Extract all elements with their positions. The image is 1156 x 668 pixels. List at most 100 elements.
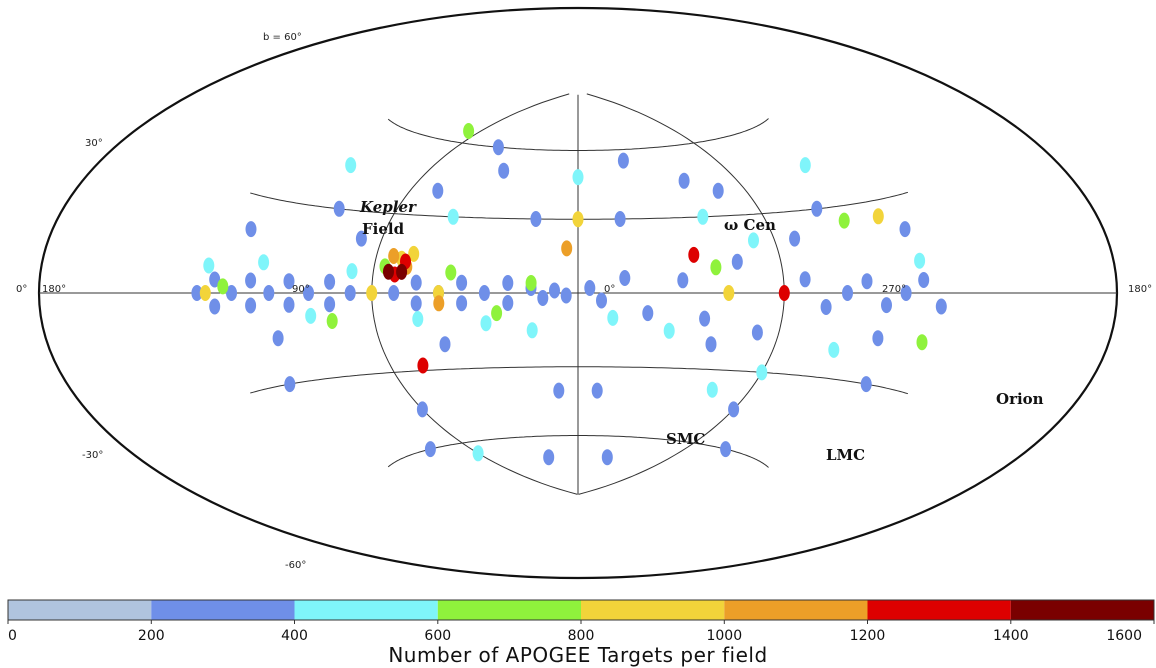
lat-label-60: b = 60° xyxy=(263,32,302,43)
field-point-0-50 xyxy=(416,401,428,418)
colorbar-bin-1 xyxy=(151,600,295,620)
lon-label-270: 270° xyxy=(882,284,906,295)
field-point-5-0 xyxy=(688,246,700,263)
field-point-1-15 xyxy=(472,445,484,462)
field-point-1-19 xyxy=(706,381,718,398)
field-point-0-36 xyxy=(842,285,853,301)
field-point-2-7 xyxy=(838,212,850,229)
field-markers xyxy=(191,123,947,466)
field-point-0-41 xyxy=(935,298,947,315)
field-point-0-28 xyxy=(619,270,631,286)
field-point-0-26 xyxy=(584,280,596,296)
field-point-0-58 xyxy=(355,230,367,247)
field-point-0-56 xyxy=(245,221,257,238)
field-point-0-6 xyxy=(263,285,275,301)
lon-label-180-right: 180° xyxy=(1128,284,1152,295)
colorbar-bin-6 xyxy=(867,600,1011,620)
field-point-0-55 xyxy=(601,449,613,466)
lon-label-90: 90° xyxy=(292,284,310,295)
field-point-0-1 xyxy=(209,271,221,288)
field-point-1-12 xyxy=(697,208,709,225)
field-point-0-29 xyxy=(642,305,654,322)
field-point-1-13 xyxy=(345,157,357,174)
field-point-0-24 xyxy=(549,282,560,299)
field-point-0-17 xyxy=(456,274,468,291)
field-point-5-3 xyxy=(417,357,429,374)
field-point-3-0 xyxy=(199,285,211,301)
field-point-2-9 xyxy=(463,123,475,139)
field-point-0-49 xyxy=(860,376,872,393)
field-point-0-52 xyxy=(424,441,436,458)
field-point-0-67 xyxy=(712,182,724,199)
field-point-0-40 xyxy=(918,272,930,288)
field-point-0-0 xyxy=(191,285,203,301)
colorbar-bin-4 xyxy=(581,600,725,620)
region-label-smc: SMC xyxy=(666,430,705,448)
field-point-0-68 xyxy=(553,382,565,399)
colorbar-tick-label-1: 200 xyxy=(138,628,165,644)
field-point-0-5 xyxy=(245,297,257,314)
field-point-0-44 xyxy=(492,139,504,156)
field-point-0-59 xyxy=(789,230,801,247)
field-point-0-25 xyxy=(560,287,572,304)
field-point-0-12 xyxy=(344,285,356,301)
field-point-0-3 xyxy=(226,285,237,301)
field-point-0-33 xyxy=(751,324,763,341)
field-point-0-10 xyxy=(324,273,336,290)
field-point-0-30 xyxy=(677,272,689,289)
parallel-60 xyxy=(387,118,769,151)
field-point-2-1 xyxy=(326,313,338,329)
field-point-0-69 xyxy=(591,382,603,399)
field-point-4-1 xyxy=(433,295,445,312)
field-point-1-4 xyxy=(412,311,424,327)
field-point-2-3 xyxy=(445,264,457,281)
field-point-0-46 xyxy=(333,200,345,217)
field-point-0-14 xyxy=(410,274,422,291)
field-point-0-61 xyxy=(872,330,884,347)
field-point-1-8 xyxy=(748,232,759,249)
field-point-4-3 xyxy=(388,248,400,264)
field-point-0-4 xyxy=(245,272,257,289)
field-point-0-8 xyxy=(283,296,295,313)
field-point-5-1 xyxy=(778,285,790,301)
field-point-0-32 xyxy=(731,253,743,270)
field-point-2-0 xyxy=(217,278,229,295)
field-point-1-10 xyxy=(914,252,926,269)
region-label-orion: Orion xyxy=(996,390,1044,408)
field-point-0-66 xyxy=(432,182,444,199)
field-point-0-65 xyxy=(614,211,626,227)
colorbar-bin-7 xyxy=(1010,600,1155,620)
field-point-0-42 xyxy=(617,152,629,169)
field-point-1-3 xyxy=(346,263,358,280)
colorbar-bin-2 xyxy=(294,600,438,620)
field-point-0-62 xyxy=(439,336,451,353)
field-point-1-14 xyxy=(799,157,811,174)
field-point-0-20 xyxy=(502,275,514,291)
field-point-0-21 xyxy=(502,295,514,311)
lon-label-0: 0° xyxy=(604,284,615,295)
field-point-0-53 xyxy=(720,441,732,458)
colorbar-bin-5 xyxy=(724,600,868,620)
field-point-0-45 xyxy=(498,162,510,179)
field-point-6-0 xyxy=(383,263,394,280)
field-point-0-57 xyxy=(899,221,911,238)
field-point-0-39 xyxy=(900,285,912,301)
field-point-0-18 xyxy=(456,295,468,312)
colorbar-tick-label-6: 1200 xyxy=(850,628,886,644)
field-point-4-0 xyxy=(561,240,573,257)
field-point-0-13 xyxy=(388,285,400,301)
field-point-0-27 xyxy=(596,292,607,309)
colorbar-tick-label-4: 800 xyxy=(568,628,595,644)
lat-label-30: 30° xyxy=(85,138,103,149)
field-point-0-48 xyxy=(284,376,296,393)
lon-label-180-left: 180° xyxy=(42,284,66,295)
region-label-kepler: Kepler xyxy=(359,198,417,216)
field-point-0-15 xyxy=(410,295,422,312)
field-point-6-1 xyxy=(396,263,408,280)
field-point-3-4 xyxy=(872,208,884,225)
field-point-0-2 xyxy=(209,298,221,315)
colorbar-tick-label-5: 1000 xyxy=(706,628,742,644)
colorbar-bin-0 xyxy=(8,600,152,620)
field-point-0-23 xyxy=(537,290,549,306)
parallel--30 xyxy=(250,366,909,395)
